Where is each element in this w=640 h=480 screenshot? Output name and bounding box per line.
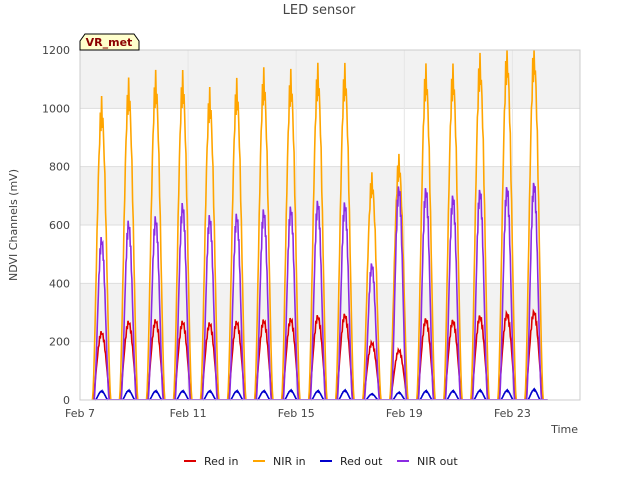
plot-band (80, 108, 580, 167)
legend-label: Red in (204, 455, 238, 468)
y-tick-label: 600 (49, 219, 70, 232)
legend-label: Red out (340, 455, 383, 468)
series-day-curve (93, 236, 110, 401)
y-tick-label: 1200 (42, 44, 70, 57)
plot-band (80, 225, 580, 284)
series-day-curve (229, 389, 244, 401)
x-tick-label: Feb 7 (65, 407, 95, 420)
series-day-curve (473, 388, 487, 401)
y-tick-label: 200 (49, 336, 70, 349)
series-day-curve (392, 390, 406, 401)
series-day-curve (336, 202, 354, 401)
series-day-curve (307, 62, 328, 401)
series-day-curve (444, 195, 462, 401)
series-day-curve (172, 69, 193, 401)
plot-frame (79, 49, 581, 401)
series-nir-in (91, 49, 548, 401)
legend-label: NIR out (417, 455, 458, 468)
legend-item: Red in (184, 455, 238, 468)
series-day-curve (148, 389, 163, 401)
plot-band (80, 50, 580, 109)
series-day-curve (500, 388, 514, 401)
badge-label: VR_met (86, 36, 133, 49)
y-tick-label: 400 (49, 277, 70, 290)
series-day-curve (94, 389, 109, 401)
y-tick-label: 0 (63, 394, 70, 407)
series-day-curve (145, 69, 166, 401)
series-day-curve (282, 206, 300, 401)
series-day-curve (334, 62, 355, 401)
series-nir-out (93, 182, 548, 401)
series-day-curve (310, 389, 325, 401)
series-day-curve (417, 187, 435, 401)
series-day-curve (283, 388, 298, 401)
series-day-curve (415, 63, 436, 401)
x-tick-label: Feb 11 (170, 407, 207, 420)
series-day-curve (388, 153, 409, 401)
x-tick-label: Feb 23 (494, 407, 531, 420)
series-day-curve (120, 220, 138, 401)
series-day-curve (527, 387, 541, 401)
y-axis-title: NDVI Channels (mV) (7, 169, 20, 281)
series-day-curve (91, 95, 112, 401)
series-day-curve (365, 392, 379, 401)
series-day-curve (256, 389, 271, 401)
series-day-curve (280, 68, 301, 401)
legend-item: NIR in (253, 455, 306, 468)
badge-shape (79, 33, 140, 51)
series-day-curve (363, 263, 381, 401)
series-day-curve (121, 388, 136, 401)
x-ticks: Feb 7 Feb 11 Feb 15 Feb 19 Feb 23 (65, 407, 531, 420)
series-day-curve (174, 202, 192, 401)
y-tick-label: 800 (49, 161, 70, 174)
series-day-curve (228, 213, 246, 401)
y-ticks: 0 200 400 600 800 1000 1200 (42, 44, 70, 407)
series-day-curve (147, 216, 165, 401)
series-day-curve (470, 52, 490, 401)
x-tick-label: Feb 15 (278, 407, 315, 420)
series-day-curve (199, 87, 220, 401)
station-badge: VR_met (79, 33, 140, 51)
plot-band (80, 166, 580, 225)
series-day-curve (446, 389, 460, 401)
series-day-curve (255, 209, 273, 401)
series-day-curve (201, 215, 219, 401)
legend-label: NIR in (273, 455, 306, 468)
series-day-curve (471, 189, 489, 401)
series-day-curve (175, 389, 190, 401)
series-day-curve (309, 200, 327, 401)
series-day-curve (202, 389, 217, 401)
series-day-curve (390, 186, 408, 401)
x-axis-title: Time (550, 423, 578, 436)
legend-item: NIR out (397, 455, 458, 468)
series-day-curve (498, 186, 516, 401)
series-day-curve (118, 77, 139, 401)
y-tick-label: 1000 (42, 102, 70, 115)
plot-background (80, 50, 580, 400)
series-day-curve (361, 172, 382, 401)
legend: Red in NIR in Red out NIR out (184, 455, 458, 468)
series-day-curve (419, 389, 433, 401)
series-day-curve (525, 182, 543, 401)
chart-title: LED sensor (283, 3, 356, 18)
series-day-curve (337, 388, 352, 401)
plot-band (80, 283, 580, 342)
legend-item: Red out (320, 455, 383, 468)
series-day-curve (226, 77, 247, 401)
x-tick-label: Feb 19 (386, 407, 423, 420)
series-day-curve (442, 63, 463, 401)
series-day-curve (253, 67, 274, 401)
